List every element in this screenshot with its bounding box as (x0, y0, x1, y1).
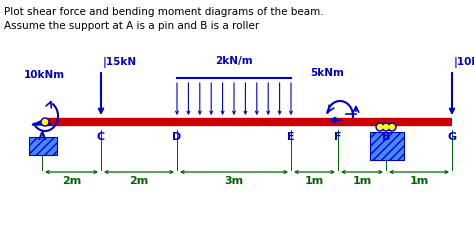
Circle shape (388, 123, 396, 131)
Text: 1m: 1m (305, 176, 324, 186)
Text: F: F (334, 132, 342, 142)
Text: 1m: 1m (352, 176, 372, 186)
Text: 1m: 1m (410, 176, 428, 186)
Text: 5kNm: 5kNm (310, 68, 344, 78)
Bar (370, 132, 404, 160)
Circle shape (377, 124, 383, 130)
Bar (29, 137, 57, 155)
Text: Assume the support at A is a pin and B is a roller: Assume the support at A is a pin and B i… (4, 21, 259, 31)
Text: 10kNm: 10kNm (24, 70, 65, 80)
Circle shape (383, 124, 389, 130)
Text: B: B (382, 132, 390, 142)
Text: 3m: 3m (224, 176, 244, 186)
Text: 2kN/m: 2kN/m (215, 56, 253, 66)
Text: A: A (38, 132, 46, 142)
Text: E: E (287, 132, 295, 142)
Polygon shape (32, 119, 52, 125)
Text: G: G (447, 132, 456, 142)
Text: |10kN: |10kN (454, 57, 474, 68)
Text: 2m: 2m (62, 176, 81, 186)
Circle shape (41, 118, 49, 126)
Text: C: C (97, 132, 105, 142)
Circle shape (376, 123, 384, 131)
Text: Plot shear force and bending moment diagrams of the beam.: Plot shear force and bending moment diag… (4, 7, 324, 17)
Text: 2m: 2m (129, 176, 149, 186)
Text: |15kN: |15kN (103, 57, 137, 68)
Text: D: D (173, 132, 182, 142)
Circle shape (382, 123, 390, 131)
Circle shape (390, 124, 394, 130)
